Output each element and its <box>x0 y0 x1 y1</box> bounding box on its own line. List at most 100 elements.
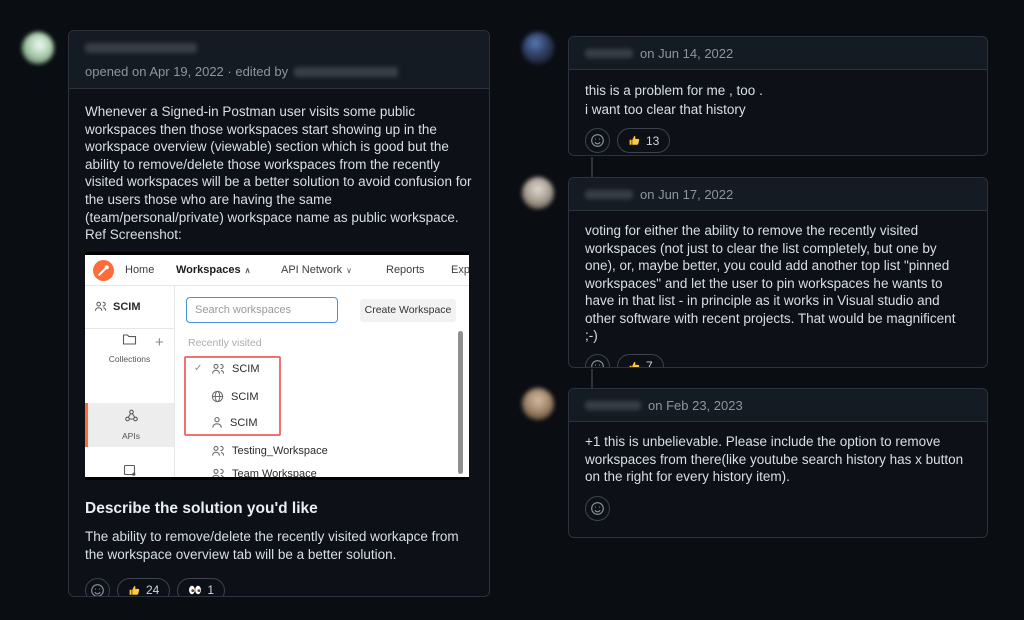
comment-2-reactions: 7 <box>585 353 971 368</box>
add-reaction-button[interactable] <box>585 495 610 521</box>
thumbs-up-count: 7 <box>646 359 653 368</box>
issue-editor-redacted[interactable] <box>294 66 399 77</box>
postman-nav-home: Home <box>125 263 155 276</box>
workspace-item-scim-team: ✓ SCIM <box>194 361 260 377</box>
comment-1-date: on Jun 14, 2022 <box>640 45 734 61</box>
thumbs-up-icon <box>628 360 641 367</box>
eyes-reaction-button[interactable]: 1 <box>177 577 226 597</box>
postman-nav-explore-clipped: Exp <box>451 263 469 276</box>
issue-reactions: 24 1 <box>85 577 473 597</box>
team-icon <box>211 468 225 477</box>
create-workspace-button: Create Workspace <box>360 298 456 322</box>
thumbs-up-reaction-button[interactable]: 7 <box>617 353 664 368</box>
postman-current-workspace: SCIM <box>85 286 174 329</box>
comment-3-header: on Feb 23, 2023 <box>569 389 987 422</box>
comment-1-header: on Jun 14, 2022 <box>569 37 987 70</box>
add-reaction-button[interactable] <box>85 577 110 596</box>
add-reaction-button[interactable] <box>585 353 610 367</box>
team-icon <box>94 301 107 312</box>
plus-icon: + <box>155 333 164 351</box>
thread-connector-line <box>591 369 593 388</box>
thumbs-up-reaction-button[interactable]: 24 <box>117 577 171 597</box>
issue-card: opened on Apr 19, 2022 · edited by Whene… <box>68 30 490 597</box>
issue-body: Whenever a Signed-in Postman user visits… <box>69 89 489 597</box>
comment-1-reactions: 13 <box>585 128 971 153</box>
comment-1-avatar[interactable] <box>522 32 554 64</box>
comment-3-date: on Feb 23, 2023 <box>648 397 743 413</box>
smiley-icon <box>590 133 605 148</box>
comment-2-text: voting for either the ability to remove … <box>585 223 956 343</box>
workspace-item-label: SCIM <box>231 390 259 403</box>
postman-navbar: Home Workspaces ∧ API Network ∨ Reports Ex… <box>85 254 469 286</box>
postman-sidebar-apis: APIs <box>85 402 174 447</box>
add-reaction-button[interactable] <box>585 128 610 153</box>
postman-sidebar-environments: Environments <box>85 464 174 477</box>
network-icon <box>124 409 139 423</box>
comment-2-date: on Jun 17, 2022 <box>640 186 734 202</box>
smiley-icon <box>590 501 605 516</box>
comment-3-avatar[interactable] <box>522 388 554 420</box>
postman-nav-workspaces: Workspaces ∧ <box>176 263 251 276</box>
comment-2-card: on Jun 17, 2022 voting for either the ab… <box>568 177 988 368</box>
smiley-icon <box>590 359 605 367</box>
issue-author-redacted[interactable] <box>85 43 197 53</box>
issue-meta: opened on Apr 19, 2022 · edited by <box>85 64 289 79</box>
solution-heading: Describe the solution you'd like <box>85 499 318 517</box>
dropdown-scrollbar <box>458 330 463 474</box>
caret-up-icon: ∧ <box>244 265 251 275</box>
workspace-item-label: Testing_Workspace <box>232 444 328 457</box>
comment-2-author-redacted[interactable] <box>585 189 633 199</box>
comment-1-author-redacted[interactable] <box>585 48 633 58</box>
comment-1-line2: i want too clear that history <box>585 102 746 117</box>
postman-current-workspace-label: SCIM <box>113 300 141 313</box>
highlight-red-box <box>184 355 281 436</box>
comment-3-author-redacted[interactable] <box>585 400 641 410</box>
issue-body-text: Whenever a Signed-in Postman user visits… <box>85 104 472 225</box>
postman-workspaces-dropdown: Create Workspace Recently visited ✓ SCIM… <box>175 285 469 477</box>
postman-nav-api-network: API Network ∨ <box>281 263 352 276</box>
workspace-item-label: Team Workspace <box>232 467 317 477</box>
postman-nav-reports: Reports <box>386 263 425 276</box>
workspace-item-team-workspace: Team Workspace <box>211 466 317 477</box>
comment-1-line1: this is a problem for me , too . <box>585 83 763 98</box>
thumbs-up-icon <box>128 584 141 596</box>
check-icon: ✓ <box>194 363 203 375</box>
thread-connector-line <box>591 157 593 177</box>
workspace-item-testing-workspace: Testing_Workspace <box>211 443 328 459</box>
comment-3-card: on Feb 23, 2023 +1 this is unbelievable.… <box>568 388 988 538</box>
postman-sidebar-collections: Collections <box>85 333 174 364</box>
comment-1-card: on Jun 14, 2022 this is a problem for me… <box>568 36 988 156</box>
thumbs-up-icon <box>628 134 641 147</box>
thumbs-up-count: 24 <box>146 583 160 597</box>
eyes-icon <box>188 585 202 595</box>
workspace-item-scim-public: SCIM <box>211 389 259 405</box>
thumbs-up-reaction-button[interactable]: 13 <box>617 128 671 153</box>
comment-2-avatar[interactable] <box>522 177 554 209</box>
issue-header: opened on Apr 19, 2022 · edited by <box>69 31 489 89</box>
comment-3-body: +1 this is unbelievable. Please include … <box>569 422 987 521</box>
thumbs-up-count: 13 <box>646 133 660 148</box>
comment-3-reactions <box>585 495 971 521</box>
team-icon <box>211 363 225 375</box>
postman-logo-icon <box>93 259 114 281</box>
postman-sidebar: SCIM Collections + APIs <box>85 285 175 477</box>
globe-icon <box>211 390 224 403</box>
issue-author-avatar[interactable] <box>22 32 54 64</box>
comment-2-header: on Jun 17, 2022 <box>569 178 987 211</box>
comment-2-body: voting for either the ability to remove … <box>569 211 987 368</box>
workspace-item-label: SCIM <box>232 362 260 375</box>
recently-visited-label: Recently visited <box>188 336 262 349</box>
workspace-item-scim-personal: SCIM <box>211 415 258 431</box>
comment-1-body: this is a problem for me , too . i want … <box>569 70 987 153</box>
postman-screenshot-image[interactable]: Home Workspaces ∧ API Network ∨ Reports Ex… <box>85 251 469 480</box>
comment-3-text: +1 this is unbelievable. Please include … <box>585 434 964 484</box>
team-icon <box>211 445 225 457</box>
smiley-icon <box>90 583 105 596</box>
environments-icon <box>123 464 137 477</box>
workspace-item-label: SCIM <box>230 416 258 429</box>
eyes-count: 1 <box>207 583 215 597</box>
workspace-search-input <box>186 296 338 323</box>
solution-text: The ability to remove/delete the recentl… <box>85 528 459 562</box>
issue-ref-label: Ref Screenshot: <box>85 227 182 243</box>
caret-down-icon: ∨ <box>346 265 352 275</box>
